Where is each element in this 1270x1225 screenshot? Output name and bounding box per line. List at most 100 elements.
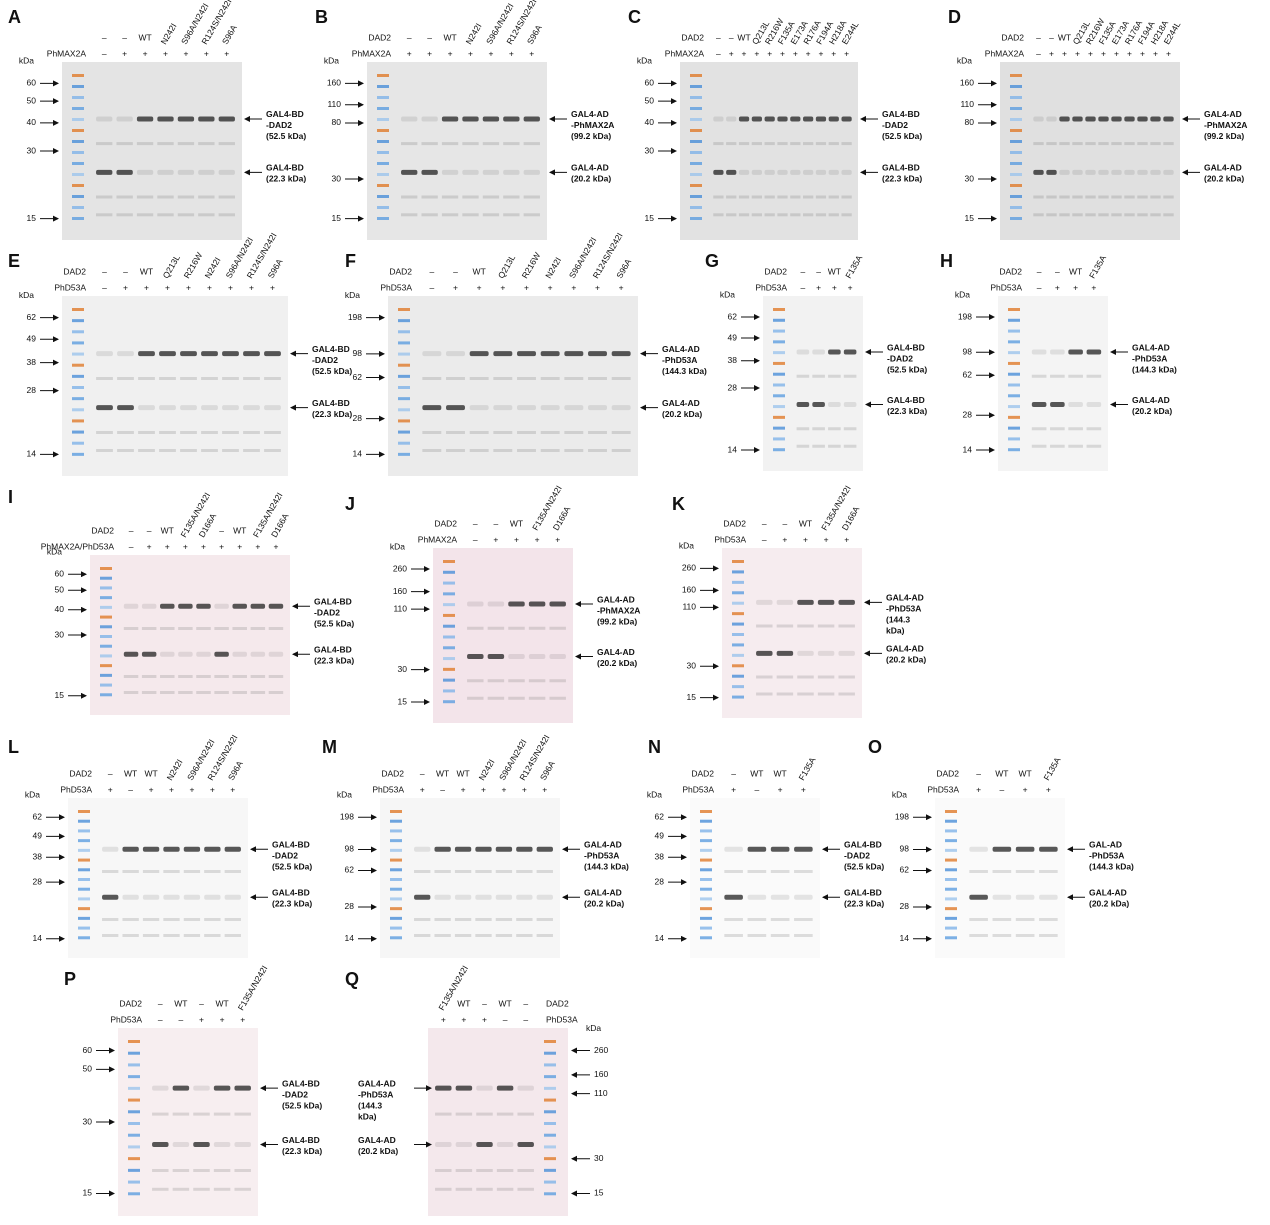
blot-panel: IDAD2––WTF135A/N242ID166A–WTF135A/N242ID… bbox=[8, 487, 354, 715]
protein-band bbox=[524, 170, 540, 175]
background-band bbox=[1068, 445, 1083, 448]
lane-label: WT bbox=[215, 998, 228, 1008]
lane-label: + bbox=[1075, 48, 1080, 58]
protein-band bbox=[124, 652, 138, 657]
blot-panel: DDAD2––WTQ213LR216WF135AE173AR176AF194AH… bbox=[948, 7, 1247, 240]
background-band bbox=[529, 627, 545, 630]
protein-band bbox=[422, 351, 441, 356]
protein-band bbox=[549, 654, 565, 659]
background-band bbox=[1150, 213, 1160, 216]
marker-label: 80 bbox=[332, 117, 342, 127]
background-band bbox=[771, 918, 790, 921]
ladder-band bbox=[1008, 308, 1020, 311]
background-band bbox=[777, 676, 793, 679]
protein-band bbox=[475, 847, 491, 852]
ladder-band bbox=[700, 810, 712, 813]
background-band bbox=[549, 627, 565, 630]
ladder-band bbox=[732, 612, 744, 615]
protein-band bbox=[790, 170, 800, 175]
annotation-text: -DAD2 bbox=[314, 607, 340, 617]
background-band bbox=[1163, 213, 1173, 216]
background-band bbox=[173, 1188, 189, 1191]
background-band bbox=[1032, 375, 1047, 378]
kda-label: kDa bbox=[586, 1023, 601, 1033]
background-band bbox=[243, 377, 260, 380]
lane-label: – bbox=[128, 784, 133, 794]
marker-label: 14 bbox=[963, 444, 973, 454]
background-band bbox=[116, 142, 132, 145]
annotation-text: (22.3 kDa) bbox=[266, 174, 306, 184]
annotation-text: (144.3 bbox=[358, 1100, 382, 1110]
lane-label: + bbox=[237, 541, 242, 551]
protein-band bbox=[969, 847, 988, 852]
panel-letter: D bbox=[948, 7, 961, 27]
background-band bbox=[137, 142, 153, 145]
background-band bbox=[588, 377, 607, 380]
background-band bbox=[198, 213, 214, 216]
background-band bbox=[124, 627, 138, 630]
ladder-band bbox=[690, 129, 702, 132]
background-band bbox=[422, 449, 441, 452]
lane-label: N242I bbox=[203, 255, 223, 280]
protein-band bbox=[222, 405, 239, 410]
marker-label: 30 bbox=[27, 145, 37, 155]
ladder-band bbox=[72, 206, 84, 209]
lane-label: – bbox=[716, 32, 721, 42]
background-band bbox=[517, 1113, 533, 1116]
lane-label: + bbox=[270, 282, 275, 292]
lane-label: WT bbox=[144, 768, 157, 778]
protein-band bbox=[844, 350, 857, 355]
marker-label: 198 bbox=[348, 312, 362, 322]
annotation-text: GAL4-BD bbox=[272, 887, 310, 897]
background-band bbox=[818, 693, 834, 696]
marker-label: 62 bbox=[345, 865, 355, 875]
kda-label: kDa bbox=[892, 789, 907, 799]
protein-band bbox=[713, 170, 723, 175]
annotation-text: GAL4-AD bbox=[662, 398, 700, 408]
ladder-band bbox=[1008, 427, 1020, 430]
ladder-band bbox=[700, 936, 712, 939]
lane-label: WT bbox=[737, 32, 750, 42]
marker-label: 40 bbox=[27, 117, 37, 127]
ladder-band bbox=[700, 878, 712, 881]
panel-letter: N bbox=[648, 737, 661, 757]
ladder-band bbox=[72, 319, 84, 322]
lane-label: S96A bbox=[220, 23, 239, 46]
protein-band bbox=[517, 1086, 533, 1091]
background-band bbox=[251, 691, 265, 694]
protein-band bbox=[152, 1142, 168, 1147]
background-band bbox=[724, 934, 743, 937]
marker-label: 14 bbox=[27, 449, 37, 459]
lane-label: – bbox=[1055, 266, 1060, 276]
background-band bbox=[414, 870, 430, 873]
background-band bbox=[184, 870, 200, 873]
ladder-band bbox=[72, 140, 84, 143]
background-band bbox=[748, 934, 767, 937]
background-band bbox=[713, 196, 723, 199]
background-band bbox=[508, 679, 524, 682]
background-band bbox=[163, 870, 179, 873]
protein-band bbox=[841, 170, 851, 175]
lane-label: – bbox=[729, 32, 734, 42]
marker-label: 15 bbox=[645, 213, 655, 223]
protein-band bbox=[1072, 170, 1082, 175]
protein-band bbox=[184, 895, 200, 900]
ladder-band bbox=[443, 592, 455, 595]
lane-label: – bbox=[429, 282, 434, 292]
lane-label: – bbox=[179, 1014, 184, 1024]
protein-band bbox=[497, 1142, 513, 1147]
annotation-text: (99.2 kDa) bbox=[597, 616, 637, 626]
background-band bbox=[969, 918, 988, 921]
ladder-band bbox=[1010, 129, 1022, 132]
annotation-text: GAL4-AD bbox=[1204, 163, 1242, 173]
annotation-text: (20.2 kDa) bbox=[1089, 898, 1129, 908]
annotation-text: (20.2 kDa) bbox=[597, 658, 637, 668]
blot-panel: FDAD2––WTQ213LR216WN242IS96A/N242IR124S/… bbox=[345, 231, 707, 476]
background-band bbox=[1016, 870, 1035, 873]
ladder-band bbox=[773, 373, 785, 376]
protein-band bbox=[124, 604, 138, 609]
annotation-text: -PhD53A bbox=[1132, 353, 1167, 363]
ladder-band bbox=[72, 173, 84, 176]
protein-band bbox=[588, 351, 607, 356]
lane-label: + bbox=[143, 48, 148, 58]
